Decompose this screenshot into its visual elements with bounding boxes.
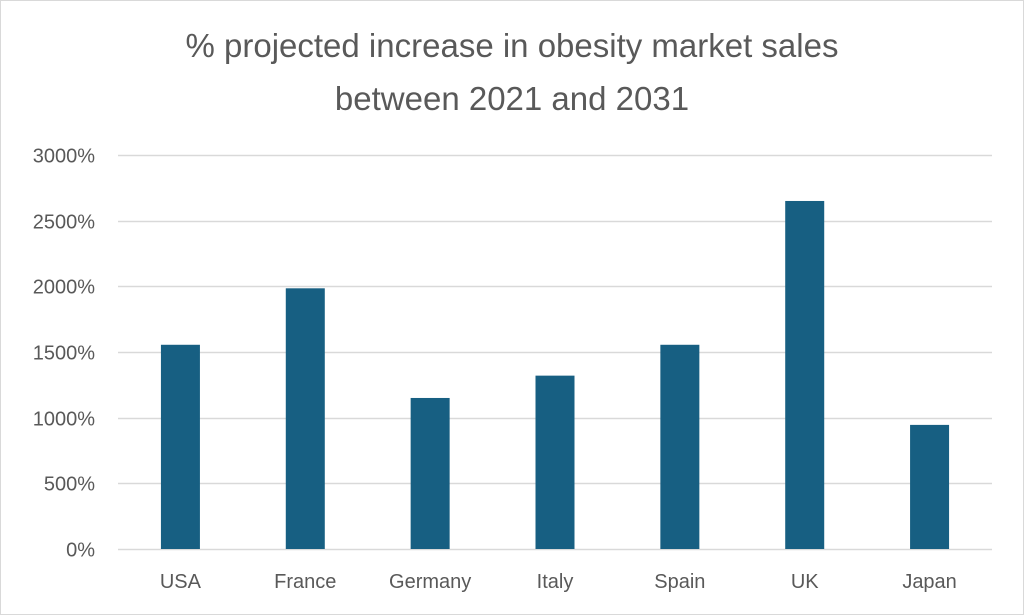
y-tick-label: 1500% [33, 343, 95, 365]
bars [160, 200, 950, 549]
y-axis-ticks: 0% 500% 1000% 1500% 2000% 2500% 3000% [33, 146, 95, 562]
y-tick-label: 2000% [33, 277, 95, 299]
x-tick-label: Germany [389, 571, 471, 593]
y-tick-label: 3000% [33, 146, 95, 168]
bar-usa [160, 344, 200, 549]
bar-uk [785, 200, 825, 549]
bar-germany [410, 397, 450, 549]
y-tick-label: 0% [66, 540, 95, 562]
x-tick-label: Italy [537, 571, 574, 593]
bar-spain [660, 344, 700, 549]
y-tick-label: 2500% [33, 212, 95, 234]
x-axis-ticks: USA France Germany Italy Spain UK Japan [160, 571, 957, 593]
x-tick-label: Japan [902, 571, 957, 593]
x-tick-label: Spain [654, 571, 705, 593]
x-tick-label: UK [791, 571, 819, 593]
x-tick-label: USA [160, 571, 202, 593]
chart-title-line-1: % projected increase in obesity market s… [185, 27, 839, 64]
x-tick-label: France [274, 571, 336, 593]
bar-france [285, 288, 325, 549]
bar-japan [910, 424, 950, 549]
y-tick-label: 1000% [33, 409, 95, 431]
bar-italy [535, 375, 575, 549]
chart-title-line-2: between 2021 and 2031 [334, 80, 690, 117]
y-tick-label: 500% [44, 474, 95, 496]
